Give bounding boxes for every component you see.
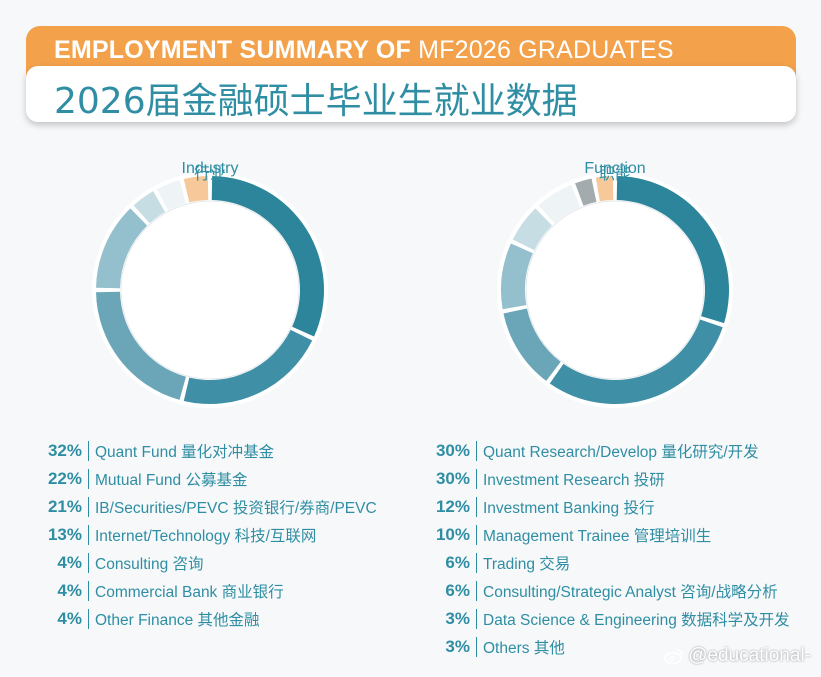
industry-legend-item: 32% Quant Fund 量化对冲基金: [36, 437, 377, 465]
watermark-text: @educational-: [688, 645, 811, 666]
industry-legend: 32% Quant Fund 量化对冲基金 22% Mutual Fund 公募基金 2…: [36, 437, 377, 633]
industry-legend-label: Quant Fund 量化对冲基金: [95, 444, 275, 461]
industry-legend-item: 4% Commercial Bank 商业银行: [36, 577, 377, 605]
function-donut-svg: [497, 172, 733, 408]
function-legend-pct: 3%: [445, 637, 470, 656]
industry-slice-7: [183, 176, 209, 203]
industry-legend-item: 22% Mutual Fund 公募基金: [36, 465, 377, 493]
function-slice-1: [616, 176, 729, 324]
industry-legend-pct: 4%: [57, 553, 82, 572]
industry-legend-item: 4% Consulting 咨询: [36, 549, 377, 577]
industry-legend-item: 13% Internet/Technology 科技/互联网: [36, 521, 377, 549]
legend-divider: [476, 497, 477, 517]
legend-divider: [476, 553, 477, 573]
legend-divider: [476, 441, 477, 461]
title-en-bold: EMPLOYMENT SUMMARY OF: [54, 36, 411, 64]
watermark: @educational-: [664, 645, 811, 667]
function-legend-item: 3% Data Science & Engineering 数据科学及开发: [418, 605, 790, 633]
function-legend-label: Investment Research 投研: [483, 472, 665, 489]
industry-legend-pct: 22%: [47, 469, 82, 488]
title-card: 2026届金融硕士毕业生就业数据: [26, 66, 796, 122]
industry-legend-pct: 4%: [57, 609, 82, 628]
industry-legend-pct: 21%: [47, 497, 82, 516]
title-en-light: MF2026 GRADUATES: [418, 36, 674, 64]
function-slice-4: [501, 243, 533, 310]
industry-slice-2: [183, 329, 313, 404]
function-legend-label: Data Science & Engineering 数据科学及开发: [483, 612, 790, 629]
function-legend-label: Management Trainee 管理培训生: [483, 528, 712, 545]
industry-legend-label: Internet/Technology 科技/互联网: [95, 528, 317, 545]
industry-legend-item: 4% Other Finance 其他金融: [36, 605, 377, 633]
function-legend-pct: 12%: [435, 497, 470, 516]
legend-divider: [88, 609, 89, 629]
industry-slice-6: [157, 180, 186, 211]
industry-legend-label: Commercial Bank 商业银行: [95, 584, 284, 601]
function-legend-item: 10% Management Trainee 管理培训生: [418, 521, 790, 549]
industry-legend-label: Other Finance 其他金融: [95, 612, 260, 629]
function-legend-item: 3% Others 其他: [418, 633, 790, 661]
function-legend-label: Trading 交易: [483, 556, 571, 573]
function-slice-8: [595, 176, 614, 202]
legend-divider: [476, 609, 477, 629]
function-legend-item: 30% Investment Research 投研: [418, 465, 790, 493]
function-legend-item: 6% Trading 交易: [418, 549, 790, 577]
industry-legend-label: IB/Securities/PEVC 投资银行/券商/PEVC: [95, 500, 377, 517]
industry-slice-3: [96, 291, 186, 400]
weibo-icon: [664, 648, 684, 665]
function-donut-chart: Function 职能: [485, 160, 745, 420]
industry-legend-pct: 32%: [47, 441, 82, 460]
function-legend: 30% Quant Research/Develop 量化研究/开发 30% Inve…: [418, 437, 790, 661]
function-slice-2: [549, 319, 723, 404]
function-slice-3: [503, 308, 561, 381]
industry-slice-4: [96, 208, 148, 289]
industry-legend-pct: 13%: [47, 525, 82, 544]
function-donut-center: [525, 200, 705, 380]
industry-slice-1: [211, 176, 324, 337]
legend-divider: [88, 581, 89, 601]
function-legend-pct: 6%: [445, 581, 470, 600]
function-legend-pct: 10%: [435, 525, 470, 544]
function-slice-7: [575, 178, 597, 206]
function-slice-5: [512, 208, 553, 251]
function-legend-pct: 6%: [445, 553, 470, 572]
function-legend-pct: 30%: [435, 469, 470, 488]
function-legend-pct: 3%: [445, 609, 470, 628]
legend-divider: [88, 441, 89, 461]
legend-divider: [476, 525, 477, 545]
industry-donut-chart: Industry 行业: [80, 160, 340, 420]
industry-donut-svg: [92, 172, 328, 408]
industry-legend-label: Consulting 咨询: [95, 556, 204, 573]
function-legend-pct: 30%: [435, 441, 470, 460]
legend-divider: [476, 469, 477, 489]
industry-legend-label: Mutual Fund 公募基金: [95, 472, 248, 489]
industry-slice-5: [133, 191, 166, 224]
function-legend-label: Consulting/Strategic Analyst 咨询/战略分析: [483, 584, 778, 601]
title-en: EMPLOYMENT SUMMARY OF MF2026 GRADUATES: [54, 36, 674, 65]
legend-divider: [476, 581, 477, 601]
industry-legend-pct: 4%: [57, 581, 82, 600]
function-slice-6: [538, 184, 581, 224]
industry-donut-center: [120, 200, 300, 380]
function-legend-label: Quant Research/Develop 量化研究/开发: [483, 444, 759, 461]
industry-legend-item: 21% IB/Securities/PEVC 投资银行/券商/PEVC: [36, 493, 377, 521]
function-legend-item: 12% Investment Banking 投行: [418, 493, 790, 521]
legend-divider: [88, 525, 89, 545]
function-legend-label: Others 其他: [483, 640, 565, 657]
legend-divider: [88, 497, 89, 517]
legend-divider: [88, 553, 89, 573]
function-legend-item: 30% Quant Research/Develop 量化研究/开发: [418, 437, 790, 465]
function-legend-item: 6% Consulting/Strategic Analyst 咨询/战略分析: [418, 577, 790, 605]
page-title: 2026届金融硕士毕业生就业数据: [54, 81, 578, 122]
function-legend-label: Investment Banking 投行: [483, 500, 655, 517]
legend-divider: [88, 469, 89, 489]
legend-divider: [476, 637, 477, 657]
